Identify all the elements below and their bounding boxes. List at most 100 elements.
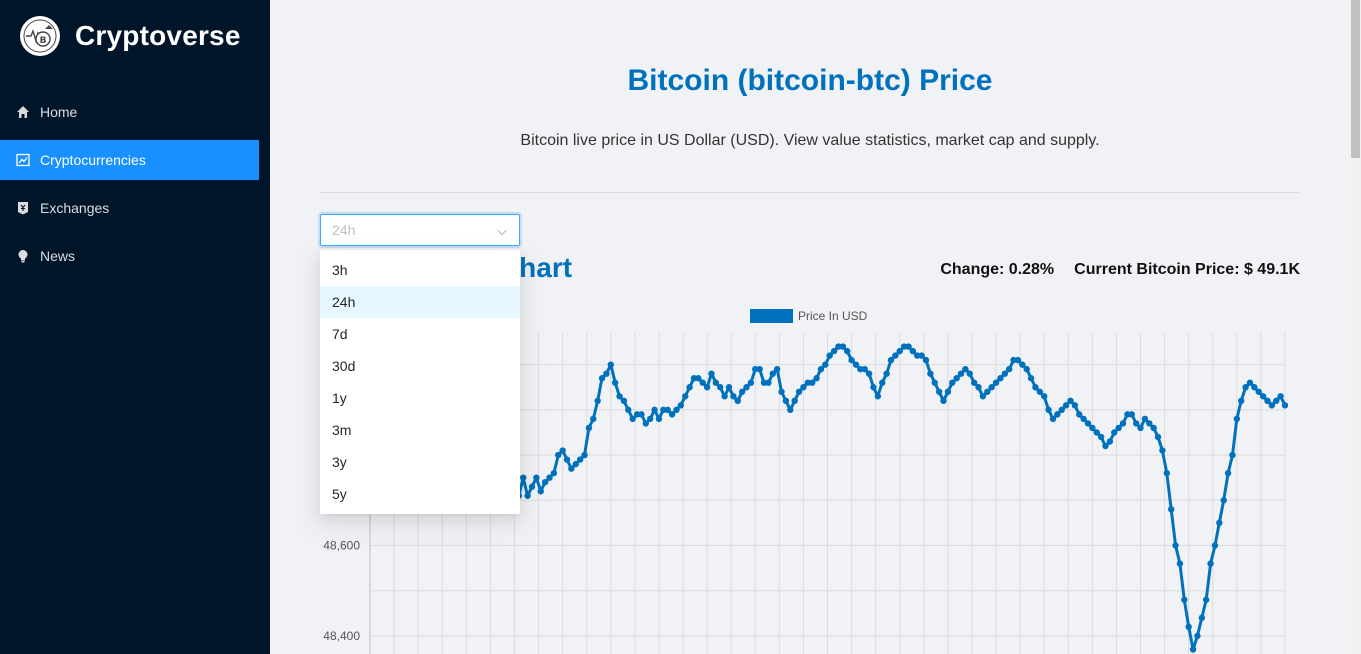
price-data-point <box>1001 370 1009 377</box>
price-data-point <box>830 347 838 355</box>
chevron-down-icon <box>496 225 508 237</box>
price-data-point <box>826 352 833 359</box>
price-stats: Change: 0.28% Current Bitcoin Price: $ 4… <box>940 261 1300 279</box>
money-collect-icon <box>16 201 30 215</box>
price-data-point <box>1010 356 1017 364</box>
price-data-point <box>787 406 794 414</box>
price-data-point <box>1172 542 1179 549</box>
price-data-point <box>1119 420 1127 427</box>
price-data-point <box>598 375 606 382</box>
price-data-point <box>1273 397 1280 405</box>
price-data-point <box>743 384 750 391</box>
fund-icon <box>16 153 30 167</box>
option-24h[interactable]: 24h <box>320 286 520 318</box>
price-data-point <box>879 379 886 386</box>
price-data-point <box>690 375 698 382</box>
select-placeholder: 24h <box>332 222 356 238</box>
price-data-point <box>1229 451 1236 459</box>
price-data-point <box>660 406 667 414</box>
price-data-point <box>1220 497 1227 504</box>
price-data-point <box>546 474 553 481</box>
scrollbar-thumb[interactable] <box>1351 0 1360 158</box>
time-period-select[interactable]: 24h <box>320 214 520 246</box>
price-data-point <box>1032 384 1039 391</box>
price-data-point <box>1207 560 1214 567</box>
scrollbar-track[interactable] <box>1350 0 1361 654</box>
price-data-point <box>633 411 641 418</box>
app-name: Cryptoverse <box>75 20 241 51</box>
price-data-point <box>804 379 811 386</box>
price-data-point <box>1216 519 1223 527</box>
sidebar-item-cryptocurrencies[interactable]: Cryptocurrencies <box>0 140 259 180</box>
option-1y[interactable]: 1y <box>332 390 347 406</box>
option-30d[interactable]: 30d <box>332 358 356 374</box>
price-data-point <box>760 379 768 386</box>
price-data-point <box>1124 411 1131 418</box>
price-data-point <box>848 356 855 364</box>
legend-label: Price In USD <box>798 309 868 323</box>
price-data-point <box>887 356 895 364</box>
price-data-point <box>629 415 636 423</box>
price-data-point <box>625 406 632 414</box>
price-data-point <box>563 456 571 463</box>
svg-text:B: B <box>40 36 47 46</box>
divider <box>320 192 1299 193</box>
sidebar-item-home[interactable]: Home <box>0 92 259 132</box>
price-data-point <box>865 370 873 377</box>
price-data-point <box>883 370 890 377</box>
price-data-point <box>537 488 544 495</box>
price-data-point <box>813 375 820 382</box>
price-data-point <box>1067 397 1074 405</box>
price-data-point <box>1159 447 1166 454</box>
option-3h[interactable]: 3h <box>332 262 348 278</box>
price-data-point <box>1198 614 1206 622</box>
price-data-point <box>1071 402 1079 409</box>
price-data-point <box>703 384 711 391</box>
price-data-point <box>918 352 925 359</box>
sidebar-item-exchanges[interactable]: Exchanges <box>0 188 259 228</box>
price-data-point <box>822 361 829 368</box>
price-data-point <box>852 361 860 368</box>
price-data-point <box>922 356 930 364</box>
price-data-point <box>1246 379 1254 386</box>
price-data-point <box>730 393 737 400</box>
price-data-point <box>559 447 566 454</box>
price-data-point <box>927 370 934 377</box>
page-title: Bitcoin (bitcoin-btc) Price <box>627 64 993 97</box>
price-data-point <box>603 370 610 377</box>
price-data-point <box>1019 361 1026 368</box>
price-data-point <box>1097 433 1105 441</box>
price-data-point <box>611 379 619 386</box>
current-price: Current Bitcoin Price: $ 49.1K <box>1074 261 1300 278</box>
price-data-point <box>576 456 584 463</box>
sidebar-item-label: News <box>40 248 76 264</box>
logo[interactable]: B Cryptoverse <box>20 16 241 56</box>
price-data-point <box>970 379 978 386</box>
price-change: Change: 0.28% <box>940 261 1055 278</box>
price-data-point <box>791 397 798 405</box>
price-data-point <box>931 379 938 386</box>
price-data-point <box>572 460 579 468</box>
price-data-point <box>524 492 531 499</box>
price-data-point <box>673 406 680 414</box>
price-data-point <box>550 469 558 477</box>
price-data-point <box>646 415 654 423</box>
option-7d[interactable]: 7d <box>332 326 348 342</box>
option-3m[interactable]: 3m <box>332 422 352 438</box>
price-data-point <box>717 384 724 391</box>
price-data-point <box>988 384 995 391</box>
price-data-point <box>708 370 715 377</box>
price-data-point <box>1058 406 1065 414</box>
price-data-point <box>695 375 702 382</box>
price-data-point <box>1255 388 1262 395</box>
price-data-point <box>1189 646 1197 653</box>
price-data-point <box>1005 365 1013 373</box>
price-data-point <box>1115 424 1122 432</box>
price-data-point <box>1076 411 1083 418</box>
price-data-point <box>752 365 759 373</box>
sidebar-item-news[interactable]: News <box>0 236 259 276</box>
option-5y[interactable]: 5y <box>332 486 347 502</box>
option-3y[interactable]: 3y <box>332 454 347 470</box>
sidebar-item-label: Home <box>40 104 78 120</box>
price-data-point <box>651 406 658 414</box>
